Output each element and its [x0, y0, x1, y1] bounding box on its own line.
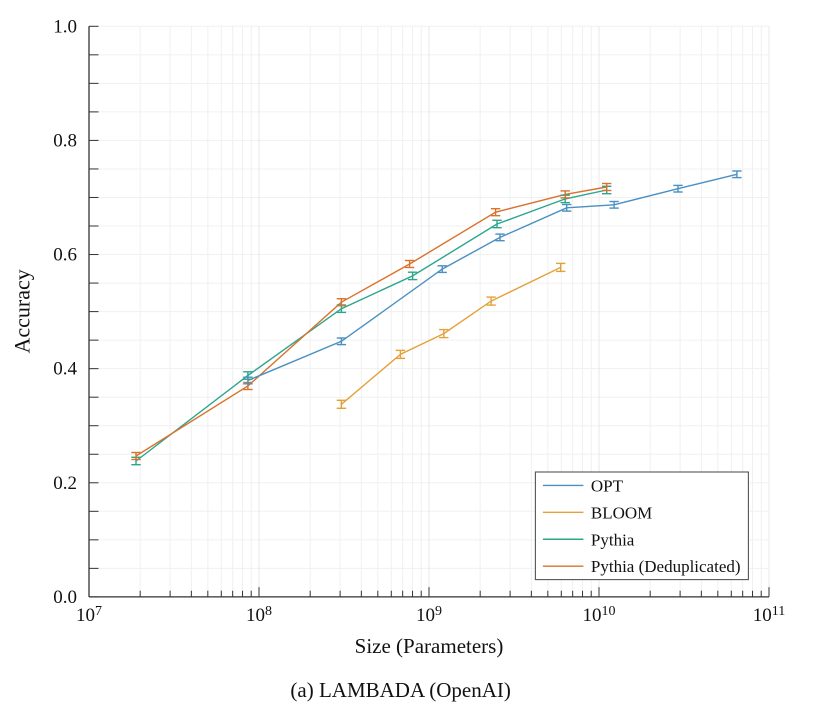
- svg-text:107: 107: [76, 604, 102, 626]
- svg-text:BLOOM: BLOOM: [591, 503, 652, 522]
- svg-text:(a) LAMBADA (OpenAI): (a) LAMBADA (OpenAI): [290, 678, 510, 702]
- svg-text:1010: 1010: [583, 604, 616, 626]
- svg-text:Accuracy: Accuracy: [10, 269, 35, 353]
- svg-text:OPT: OPT: [591, 476, 624, 495]
- svg-text:0.4: 0.4: [53, 359, 77, 380]
- svg-text:Size (Parameters): Size (Parameters): [355, 634, 504, 658]
- svg-text:0.2: 0.2: [53, 473, 77, 494]
- svg-text:0.6: 0.6: [53, 245, 77, 266]
- svg-text:0.8: 0.8: [53, 130, 77, 151]
- svg-text:Pythia (Deduplicated): Pythia (Deduplicated): [591, 557, 741, 576]
- svg-text:Pythia: Pythia: [591, 530, 635, 549]
- svg-text:109: 109: [416, 604, 442, 626]
- svg-text:0.0: 0.0: [53, 587, 77, 608]
- svg-text:108: 108: [246, 604, 272, 626]
- svg-text:1011: 1011: [753, 604, 785, 626]
- svg-text:1.0: 1.0: [53, 16, 77, 37]
